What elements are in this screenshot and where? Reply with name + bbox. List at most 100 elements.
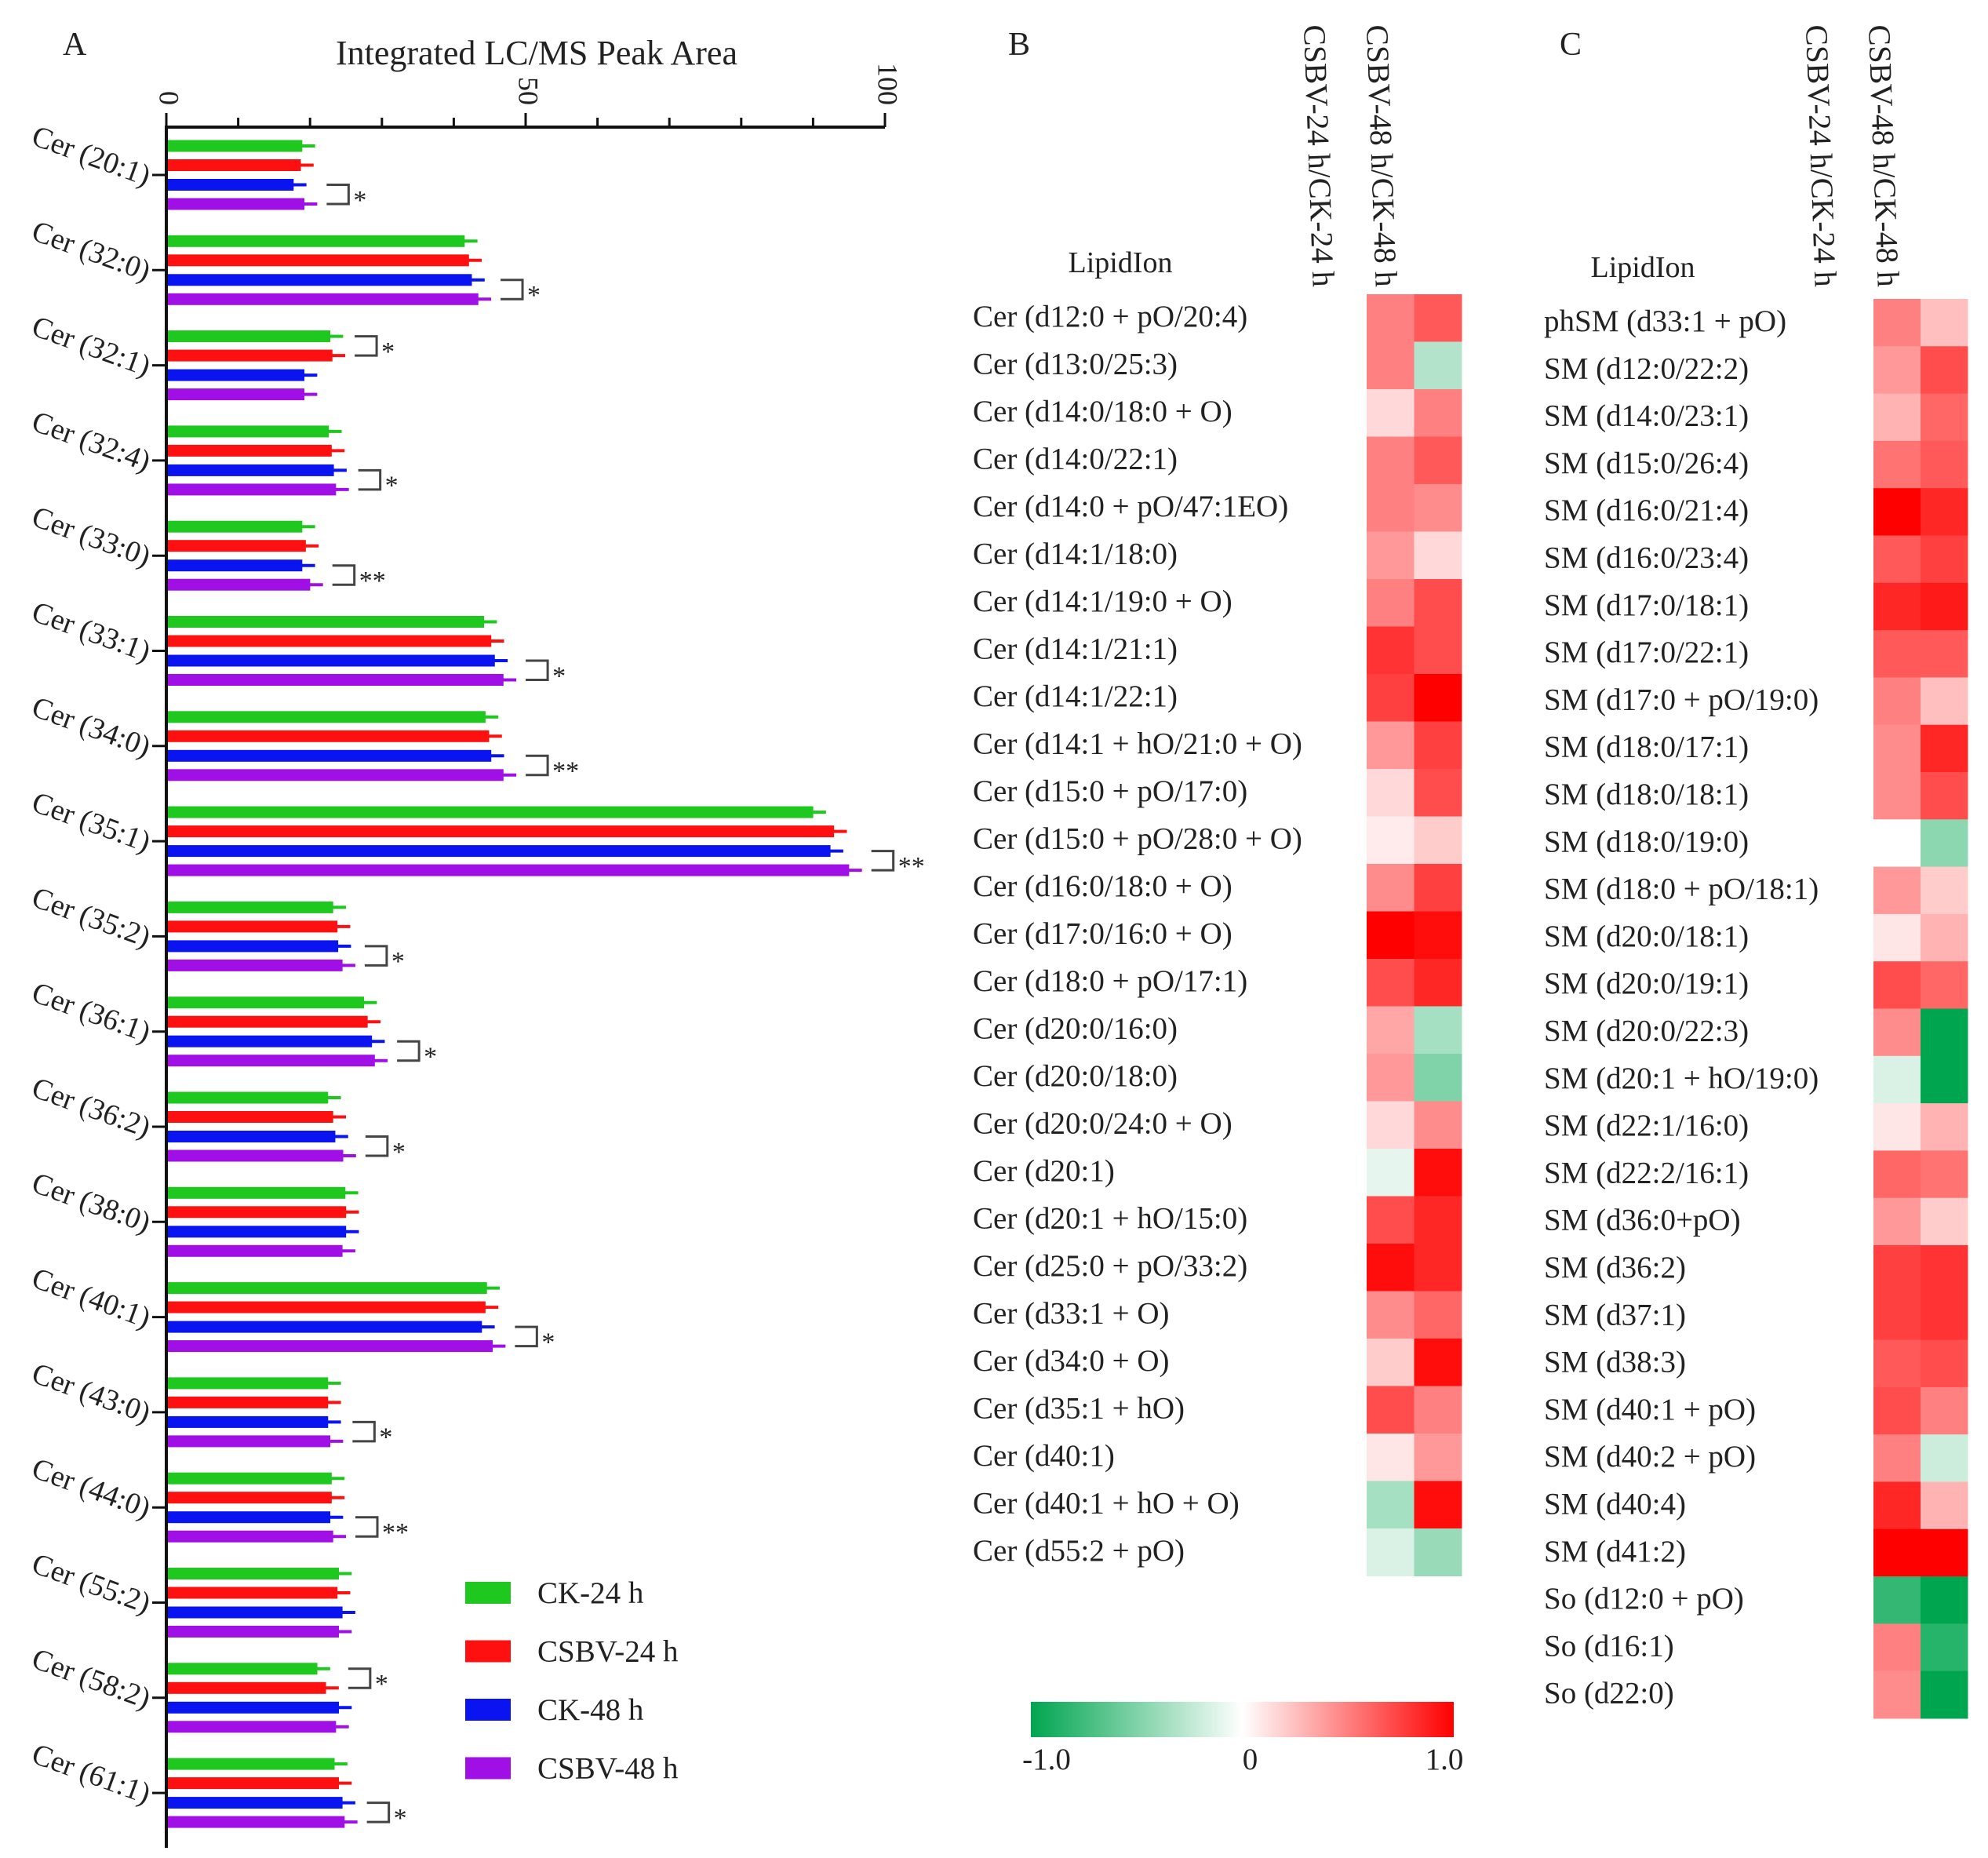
heatmap-cell	[1873, 440, 1921, 489]
heatmap-cell	[1921, 772, 1968, 820]
heatmap-cell	[1414, 1196, 1462, 1244]
bar	[168, 1377, 329, 1390]
heatmap-cell	[1873, 1150, 1921, 1199]
row-label: Cer (d12:0 + pO/20:4)	[973, 300, 1247, 333]
significance-star: **	[382, 1518, 409, 1547]
bar	[168, 730, 490, 742]
heatmap-cell	[1414, 721, 1462, 770]
heatmap-cell	[1414, 1481, 1462, 1529]
heatmap-cell	[1367, 769, 1415, 817]
heatmap-cell	[1921, 488, 1968, 536]
heatmap-cell	[1414, 1149, 1462, 1197]
bar	[168, 1758, 335, 1770]
heatmap-cell	[1367, 579, 1415, 627]
significance-bracket	[526, 659, 549, 681]
category-label: Cer (58:2)	[27, 1642, 155, 1715]
significance-bracket	[526, 754, 549, 777]
heatmap-cell	[1873, 772, 1921, 820]
bar-chart-a: 0 50 100 Cer (20:1) * Cer (32:0) * Cer (32:1) * C…	[27, 63, 925, 1849]
bar	[168, 179, 294, 191]
significance-bracket	[364, 945, 388, 967]
significance-bracket	[365, 1135, 389, 1157]
bar	[168, 1321, 482, 1333]
bar	[168, 769, 504, 781]
row-label: SM (d22:2/16:1)	[1544, 1156, 1749, 1189]
bar	[168, 559, 303, 572]
row-label: SM (d41:2)	[1544, 1535, 1686, 1568]
bar	[168, 1797, 343, 1809]
significance-bracket	[355, 1516, 379, 1538]
heatmap-cell	[1873, 1481, 1921, 1530]
bar	[168, 825, 835, 838]
row-label: Cer (d20:1)	[973, 1154, 1115, 1188]
bar	[168, 1244, 343, 1257]
bar	[168, 1111, 333, 1123]
heatmap-cell	[1367, 1006, 1415, 1055]
row-label: SM (d37:1)	[1544, 1298, 1686, 1332]
heatmap-cell	[1414, 1291, 1462, 1339]
bar	[168, 959, 343, 971]
heatmap-cell	[1414, 769, 1462, 817]
heatmap-cell	[1873, 346, 1921, 395]
category-label: Cer (34:0)	[27, 690, 155, 763]
heatmap-cell	[1367, 864, 1415, 912]
heatmap-cell	[1873, 1008, 1921, 1057]
bar	[168, 254, 469, 267]
bar	[168, 1055, 375, 1067]
heatmap-cell	[1873, 299, 1921, 347]
significance-star: *	[552, 661, 566, 690]
heatmap-cell	[1414, 1101, 1462, 1149]
heatmap-cell	[1367, 626, 1415, 675]
heatmap-cell	[1873, 535, 1921, 584]
category-label: Cer (32:4)	[27, 405, 155, 478]
heatmap-cell	[1367, 1149, 1415, 1197]
heatmap-cell	[1367, 1291, 1415, 1339]
significance-star: *	[379, 1423, 392, 1452]
heatmap-cell	[1921, 346, 1968, 395]
heatmap-cell	[1873, 1386, 1921, 1435]
significance-star: *	[353, 186, 366, 215]
row-label: Cer (d16:0/18:0 + O)	[973, 869, 1232, 903]
bar	[168, 654, 495, 667]
heatmap-cell	[1873, 866, 1921, 915]
significance-star: *	[391, 947, 405, 976]
significance-star: *	[394, 1804, 407, 1833]
heatmap-cell	[1414, 1434, 1462, 1481]
bar	[168, 293, 479, 305]
chart-a-title: Integrated LC/MS Peak Area	[336, 34, 737, 72]
bar	[168, 1301, 486, 1313]
row-label: So (d22:0)	[1544, 1677, 1674, 1710]
legend-swatch	[465, 1582, 511, 1604]
heatmap-cell	[1414, 911, 1462, 960]
bar	[168, 1681, 326, 1694]
significance-star: *	[375, 1670, 388, 1699]
bar	[168, 198, 305, 210]
row-header: LipidIon	[1591, 251, 1695, 284]
significance-star: **	[552, 757, 579, 786]
row-label: SM (d12:0/22:2)	[1544, 352, 1749, 385]
column-header: CSBV-24 h/CK-24 h	[1297, 24, 1342, 288]
heatmap-cell	[1873, 1197, 1921, 1246]
legend-label: CSBV-24 h	[537, 1635, 679, 1669]
bar	[168, 1396, 329, 1408]
row-label: Cer (d20:0/18:0)	[973, 1059, 1178, 1093]
heatmap-cell	[1873, 1245, 1921, 1293]
heatmap-cell	[1367, 674, 1415, 722]
legend-swatch	[465, 1640, 511, 1663]
heatmap-cell	[1414, 436, 1462, 485]
heatmap-cell	[1921, 1670, 1968, 1719]
row-label: Cer (d13:0/25:3)	[973, 348, 1178, 381]
significance-bracket	[358, 468, 382, 491]
heatmap-cell	[1414, 294, 1462, 342]
significance-bracket	[332, 564, 356, 586]
heatmap-cell	[1921, 677, 1968, 726]
row-label: SM (d20:0/19:1)	[1544, 967, 1749, 1000]
bar	[168, 901, 333, 913]
significance-star: *	[527, 281, 541, 310]
bar	[168, 1206, 347, 1219]
heatmap-cell	[1921, 582, 1968, 631]
heatmap-cell	[1367, 911, 1415, 960]
category-label: Cer (55:2)	[27, 1547, 155, 1620]
bar	[168, 1472, 332, 1485]
heatmap-cell	[1414, 1244, 1462, 1291]
